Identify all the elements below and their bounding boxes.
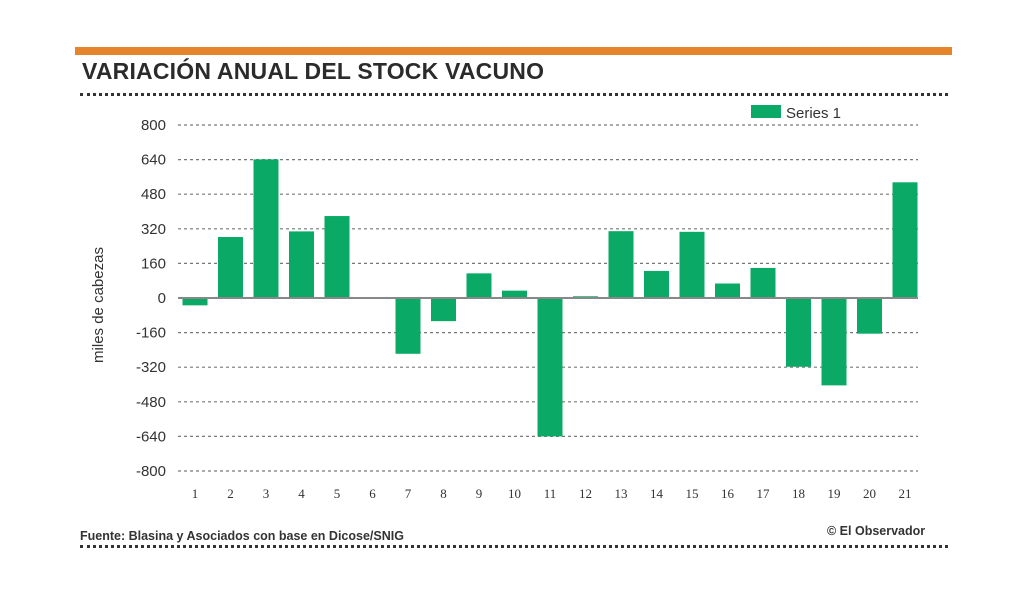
x-tick-label: 13 bbox=[615, 486, 628, 501]
bar bbox=[253, 159, 279, 298]
source-note: Fuente: Blasina y Asociados con base en … bbox=[80, 529, 404, 543]
chart-title: VARIACIÓN ANUAL DEL STOCK VACUNO bbox=[82, 58, 545, 84]
bar bbox=[679, 231, 705, 298]
x-tick-label: 16 bbox=[721, 486, 735, 501]
x-tick-label: 7 bbox=[405, 486, 412, 501]
x-tick-label: 8 bbox=[440, 486, 447, 501]
bar bbox=[466, 273, 492, 298]
x-tick-label: 1 bbox=[192, 486, 199, 501]
y-tick-label: 160 bbox=[141, 255, 166, 272]
y-tick-label: 0 bbox=[158, 290, 166, 307]
legend-label: Series 1 bbox=[786, 105, 841, 122]
legend-swatch bbox=[751, 105, 781, 118]
y-axis-label: miles de cabezas bbox=[90, 247, 107, 363]
accent-bar bbox=[75, 47, 952, 55]
y-tick-label: 800 bbox=[141, 117, 166, 134]
x-tick-label: 15 bbox=[686, 486, 699, 501]
bar bbox=[750, 267, 776, 298]
bar bbox=[786, 298, 811, 367]
x-tick-label: 18 bbox=[792, 486, 805, 501]
bar bbox=[857, 298, 882, 334]
credit: © El Observador bbox=[827, 524, 926, 538]
divider-top bbox=[80, 93, 948, 96]
bar bbox=[431, 298, 456, 322]
divider-bottom bbox=[80, 545, 948, 548]
y-tick-label: -320 bbox=[136, 359, 166, 376]
x-tick-label: 21 bbox=[899, 486, 912, 501]
bar bbox=[644, 270, 669, 298]
x-tick-label: 14 bbox=[650, 486, 664, 501]
y-tick-label: 320 bbox=[141, 221, 166, 238]
bar bbox=[324, 216, 350, 298]
bar bbox=[821, 298, 847, 386]
x-tick-label: 20 bbox=[863, 486, 876, 501]
y-tick-label: 640 bbox=[141, 152, 166, 169]
bar bbox=[892, 182, 918, 298]
bar bbox=[395, 298, 421, 354]
y-tick-label: -480 bbox=[136, 394, 166, 411]
x-tick-label: 5 bbox=[334, 486, 341, 501]
bar bbox=[218, 237, 243, 298]
bar bbox=[715, 283, 740, 298]
x-tick-label: 10 bbox=[508, 486, 521, 501]
y-tick-label: -640 bbox=[136, 428, 166, 445]
x-tick-label: 11 bbox=[544, 486, 557, 501]
bar bbox=[289, 231, 314, 298]
x-tick-label: 2 bbox=[227, 486, 234, 501]
y-tick-label: -800 bbox=[136, 463, 166, 480]
x-tick-label: 17 bbox=[757, 486, 771, 501]
x-tick-label: 9 bbox=[476, 486, 483, 501]
bar bbox=[537, 298, 563, 437]
bar bbox=[182, 298, 208, 306]
y-tick-label: -160 bbox=[136, 325, 166, 342]
x-tick-label: 19 bbox=[828, 486, 841, 501]
x-tick-label: 6 bbox=[369, 486, 376, 501]
y-tick-label: 480 bbox=[141, 186, 166, 203]
bar bbox=[608, 231, 634, 298]
x-tick-label: 4 bbox=[298, 486, 305, 501]
x-tick-label: 3 bbox=[263, 486, 270, 501]
bar bbox=[502, 290, 527, 298]
x-tick-label: 12 bbox=[579, 486, 592, 501]
